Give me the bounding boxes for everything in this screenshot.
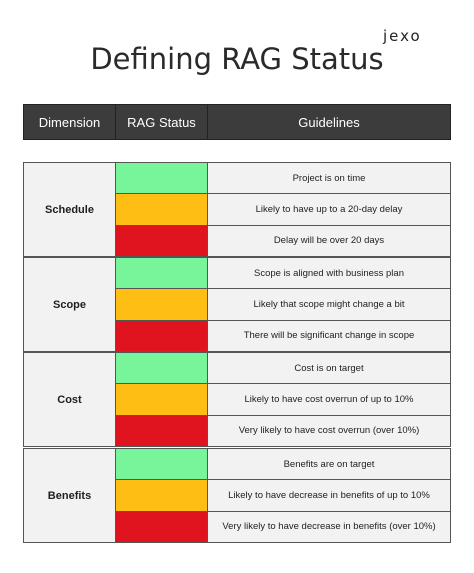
- table-row: There will be significant change in scop…: [116, 320, 450, 351]
- table-row: Likely that scope might change a bit: [116, 289, 450, 321]
- table-header: Dimension RAG Status Guidelines: [23, 104, 451, 140]
- amber-status-swatch: [116, 194, 208, 225]
- table-row: Very likely to have decrease in benefits…: [116, 511, 450, 542]
- group-benefits: Benefits Benefits are on target Likely t…: [23, 448, 451, 543]
- guideline-text: Very likely to have cost overrun (over 1…: [208, 415, 450, 446]
- guideline-text: Likely to have up to a 20-day delay: [208, 194, 450, 225]
- jexo-logo: jexo: [383, 27, 422, 45]
- guideline-text: Scope is aligned with business plan: [208, 258, 450, 289]
- guideline-text: Cost is on target: [208, 353, 450, 384]
- amber-status-swatch: [116, 384, 208, 415]
- dimension-label: Benefits: [24, 449, 116, 542]
- guideline-text: Very likely to have decrease in benefits…: [208, 511, 450, 542]
- table-row: Likely to have cost overrun of up to 10%: [116, 384, 450, 416]
- amber-status-swatch: [116, 480, 208, 511]
- table-row: Benefits are on target: [116, 449, 450, 481]
- header-dimension: Dimension: [24, 105, 116, 139]
- dimension-label: Schedule: [24, 163, 116, 256]
- red-status-swatch: [116, 320, 208, 351]
- dimension-label: Cost: [24, 353, 116, 446]
- dimension-label: Scope: [24, 258, 116, 351]
- guideline-text: Likely that scope might change a bit: [208, 289, 450, 320]
- guideline-text: Delay will be over 20 days: [208, 225, 450, 256]
- green-status-swatch: [116, 353, 208, 384]
- green-status-swatch: [116, 258, 208, 289]
- table-row: Likely to have up to a 20-day delay: [116, 194, 450, 226]
- green-status-swatch: [116, 449, 208, 480]
- group-scope: Scope Scope is aligned with business pla…: [23, 257, 451, 352]
- table-row: Cost is on target: [116, 353, 450, 385]
- header-rag-status: RAG Status: [116, 105, 208, 139]
- green-status-swatch: [116, 163, 208, 194]
- guideline-text: Benefits are on target: [208, 449, 450, 480]
- red-status-swatch: [116, 511, 208, 542]
- table-row: Very likely to have cost overrun (over 1…: [116, 415, 450, 446]
- group-schedule: Schedule Project is on time Likely to ha…: [23, 162, 451, 257]
- table-row: Delay will be over 20 days: [116, 225, 450, 256]
- amber-status-swatch: [116, 289, 208, 320]
- red-status-swatch: [116, 415, 208, 446]
- group-cost: Cost Cost is on target Likely to have co…: [23, 352, 451, 447]
- table-row: Likely to have decrease in benefits of u…: [116, 480, 450, 512]
- page-title: Defining RAG Status: [90, 42, 384, 76]
- guideline-text: Project is on time: [208, 163, 450, 194]
- table-row: Project is on time: [116, 163, 450, 195]
- table-row: Scope is aligned with business plan: [116, 258, 450, 290]
- guideline-text: There will be significant change in scop…: [208, 320, 450, 351]
- guideline-text: Likely to have decrease in benefits of u…: [208, 480, 450, 511]
- red-status-swatch: [116, 225, 208, 256]
- guideline-text: Likely to have cost overrun of up to 10%: [208, 384, 450, 415]
- header-guidelines: Guidelines: [298, 114, 360, 130]
